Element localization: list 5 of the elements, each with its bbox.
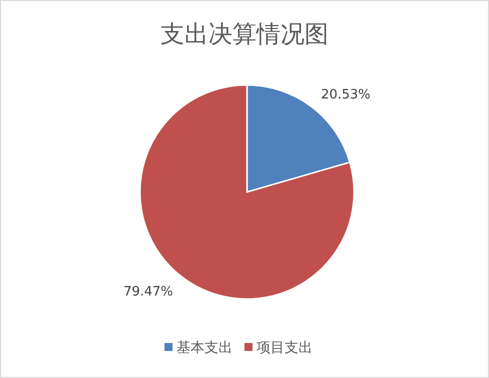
legend-label: 项目支出: [256, 340, 312, 356]
data-label: 79.47%: [123, 284, 174, 300]
legend-label: 基本支出: [176, 340, 232, 356]
data-label: 20.53%: [320, 88, 371, 103]
chart-title: 支出决算情况图: [160, 20, 328, 48]
